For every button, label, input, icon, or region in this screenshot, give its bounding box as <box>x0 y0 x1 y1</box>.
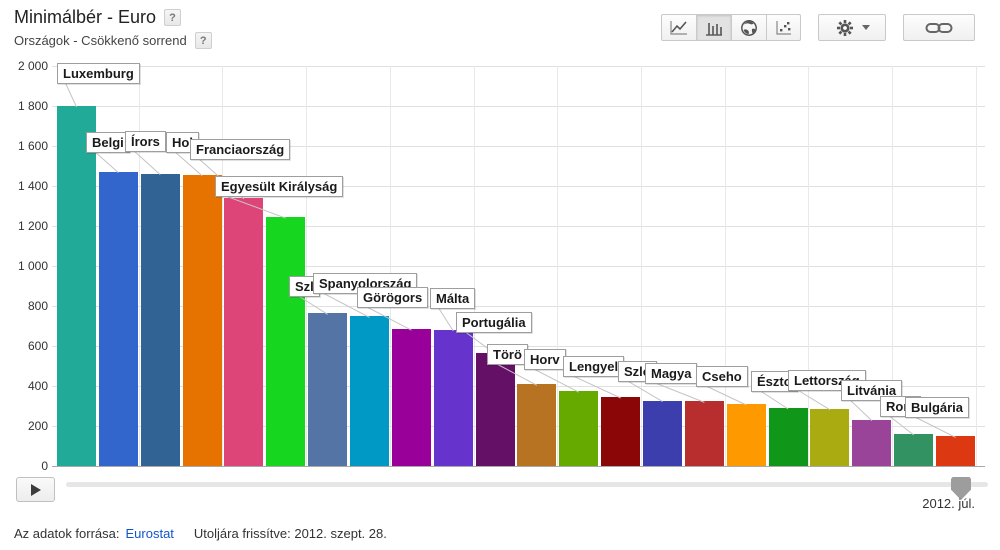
bar-málta[interactable] <box>433 330 473 466</box>
bar-görögország[interactable] <box>391 329 431 466</box>
x-gridline <box>222 66 224 466</box>
y-axis-tick-label: 1 600 <box>17 139 48 153</box>
footer: Az adatok forrása: Eurostat Utoljára fri… <box>14 526 387 541</box>
bar-litvánia[interactable] <box>852 419 892 466</box>
chart-type-button-group <box>661 14 801 41</box>
bar-label-málta[interactable]: Málta <box>430 288 476 309</box>
share-link-button[interactable] <box>903 14 975 41</box>
bar-belgium[interactable] <box>98 171 138 466</box>
x-gridline <box>724 66 726 466</box>
bar-label-lengyelország[interactable]: Lengyel <box>563 356 625 377</box>
x-gridline <box>975 66 977 466</box>
timeline-slider-track[interactable] <box>66 482 988 487</box>
bar-észtország[interactable] <box>768 408 808 466</box>
y-gridline <box>52 226 985 227</box>
x-gridline <box>557 66 559 466</box>
y-axis-tick-label: 1 000 <box>17 259 48 273</box>
scatter-chart-icon <box>775 20 791 35</box>
bar-label-egyesült-királyság[interactable]: Egyesült Királyság <box>215 176 344 197</box>
x-gridline <box>389 66 391 466</box>
y-gridline <box>52 106 985 107</box>
y-gridline <box>52 466 985 467</box>
subtitle-help-icon[interactable]: ? <box>194 32 212 49</box>
bar-hollandia[interactable] <box>182 174 222 466</box>
y-gridline <box>52 66 985 67</box>
timeline-current-date: 2012. júl. <box>922 496 975 511</box>
bar-magyarország[interactable] <box>684 401 724 466</box>
line-chart-button[interactable] <box>661 14 696 41</box>
bar-chart-button[interactable] <box>696 14 731 41</box>
chart-subtitle: Országok - Csökkenő sorrend <box>14 33 187 48</box>
bar-szlovákia[interactable] <box>643 400 683 466</box>
y-axis-tick-label: 1 800 <box>17 99 48 113</box>
link-icon <box>925 22 953 33</box>
x-gridline <box>808 66 810 466</box>
bar-label-bulgária[interactable]: Bulgária <box>905 397 970 418</box>
bar-label-csehország[interactable]: Cseho <box>696 366 748 387</box>
bar-lengyelország[interactable] <box>601 397 641 466</box>
bar-horvátország[interactable] <box>559 391 599 466</box>
bar-label-luxemburg[interactable]: Luxemburg <box>57 63 140 84</box>
map-globe-icon <box>741 19 757 36</box>
y-axis-tick-label: 400 <box>27 379 48 393</box>
y-gridline <box>52 306 985 307</box>
y-axis-tick-label: 600 <box>27 339 48 353</box>
y-axis-tick-label: 1 200 <box>17 219 48 233</box>
y-axis-tick-label: 0 <box>41 459 48 473</box>
chevron-down-icon <box>861 25 870 30</box>
y-axis-tick-label: 200 <box>27 419 48 433</box>
page-title: Minimálbér - Euro <box>14 7 157 27</box>
bar-szlovénia[interactable] <box>308 313 348 466</box>
bar-luxemburg[interactable] <box>57 106 96 466</box>
bar-írország[interactable] <box>140 173 180 466</box>
bar-label-franciaország[interactable]: Franciaország <box>190 139 291 160</box>
bar-portugália[interactable] <box>475 352 515 466</box>
line-chart-icon <box>670 20 687 35</box>
bar-label-belgium[interactable]: Belgi <box>86 132 130 153</box>
y-gridline <box>52 266 985 267</box>
bar-románia[interactable] <box>894 434 934 466</box>
bar-törökország[interactable] <box>517 384 557 466</box>
bar-label-görögország[interactable]: Görögors <box>357 287 429 308</box>
source-label: Az adatok forrása: <box>14 526 120 541</box>
y-axis-tick-label: 2 000 <box>17 59 48 73</box>
bar-label-észtország[interactable]: Észto <box>751 371 798 392</box>
last-updated-text: Utoljára frissítve: 2012. szept. 28. <box>193 526 387 541</box>
bar-label-portugália[interactable]: Portugália <box>456 312 532 333</box>
bar-egyesült-királyság[interactable] <box>266 217 306 466</box>
x-gridline <box>641 66 643 466</box>
scatter-chart-button[interactable] <box>766 14 801 41</box>
bar-lettország[interactable] <box>810 408 850 466</box>
gear-icon <box>836 19 853 36</box>
map-chart-button[interactable] <box>731 14 766 41</box>
bar-label-törökország[interactable]: Törö <box>487 344 528 365</box>
bar-label-horvátország[interactable]: Horv <box>524 349 566 370</box>
bar-bulgária[interactable] <box>936 436 976 466</box>
bar-label-magyarország[interactable]: Magya <box>645 363 698 384</box>
bar-label-írország[interactable]: Írors <box>125 131 166 152</box>
chart-header: Minimálbér - Euro ? Országok - Csökkenő … <box>14 7 212 49</box>
title-help-icon[interactable]: ? <box>164 9 182 26</box>
bar-chart-icon <box>706 22 722 36</box>
y-axis-tick-label: 1 400 <box>17 179 48 193</box>
y-axis-tick-label: 800 <box>27 299 48 313</box>
bar-franciaország[interactable] <box>224 198 264 466</box>
bar-spanyolország[interactable] <box>350 316 390 466</box>
source-link[interactable]: Eurostat <box>125 526 174 541</box>
play-icon <box>30 483 41 496</box>
settings-button[interactable] <box>818 14 886 41</box>
y-gridline <box>52 186 985 187</box>
bar-csehország[interactable] <box>726 404 766 466</box>
timeline-slider-handle[interactable] <box>951 477 971 500</box>
play-button[interactable] <box>16 477 55 502</box>
x-gridline <box>306 66 308 466</box>
x-gridline <box>473 66 475 466</box>
x-gridline <box>138 66 140 466</box>
x-gridline <box>892 66 894 466</box>
y-gridline <box>52 146 985 147</box>
